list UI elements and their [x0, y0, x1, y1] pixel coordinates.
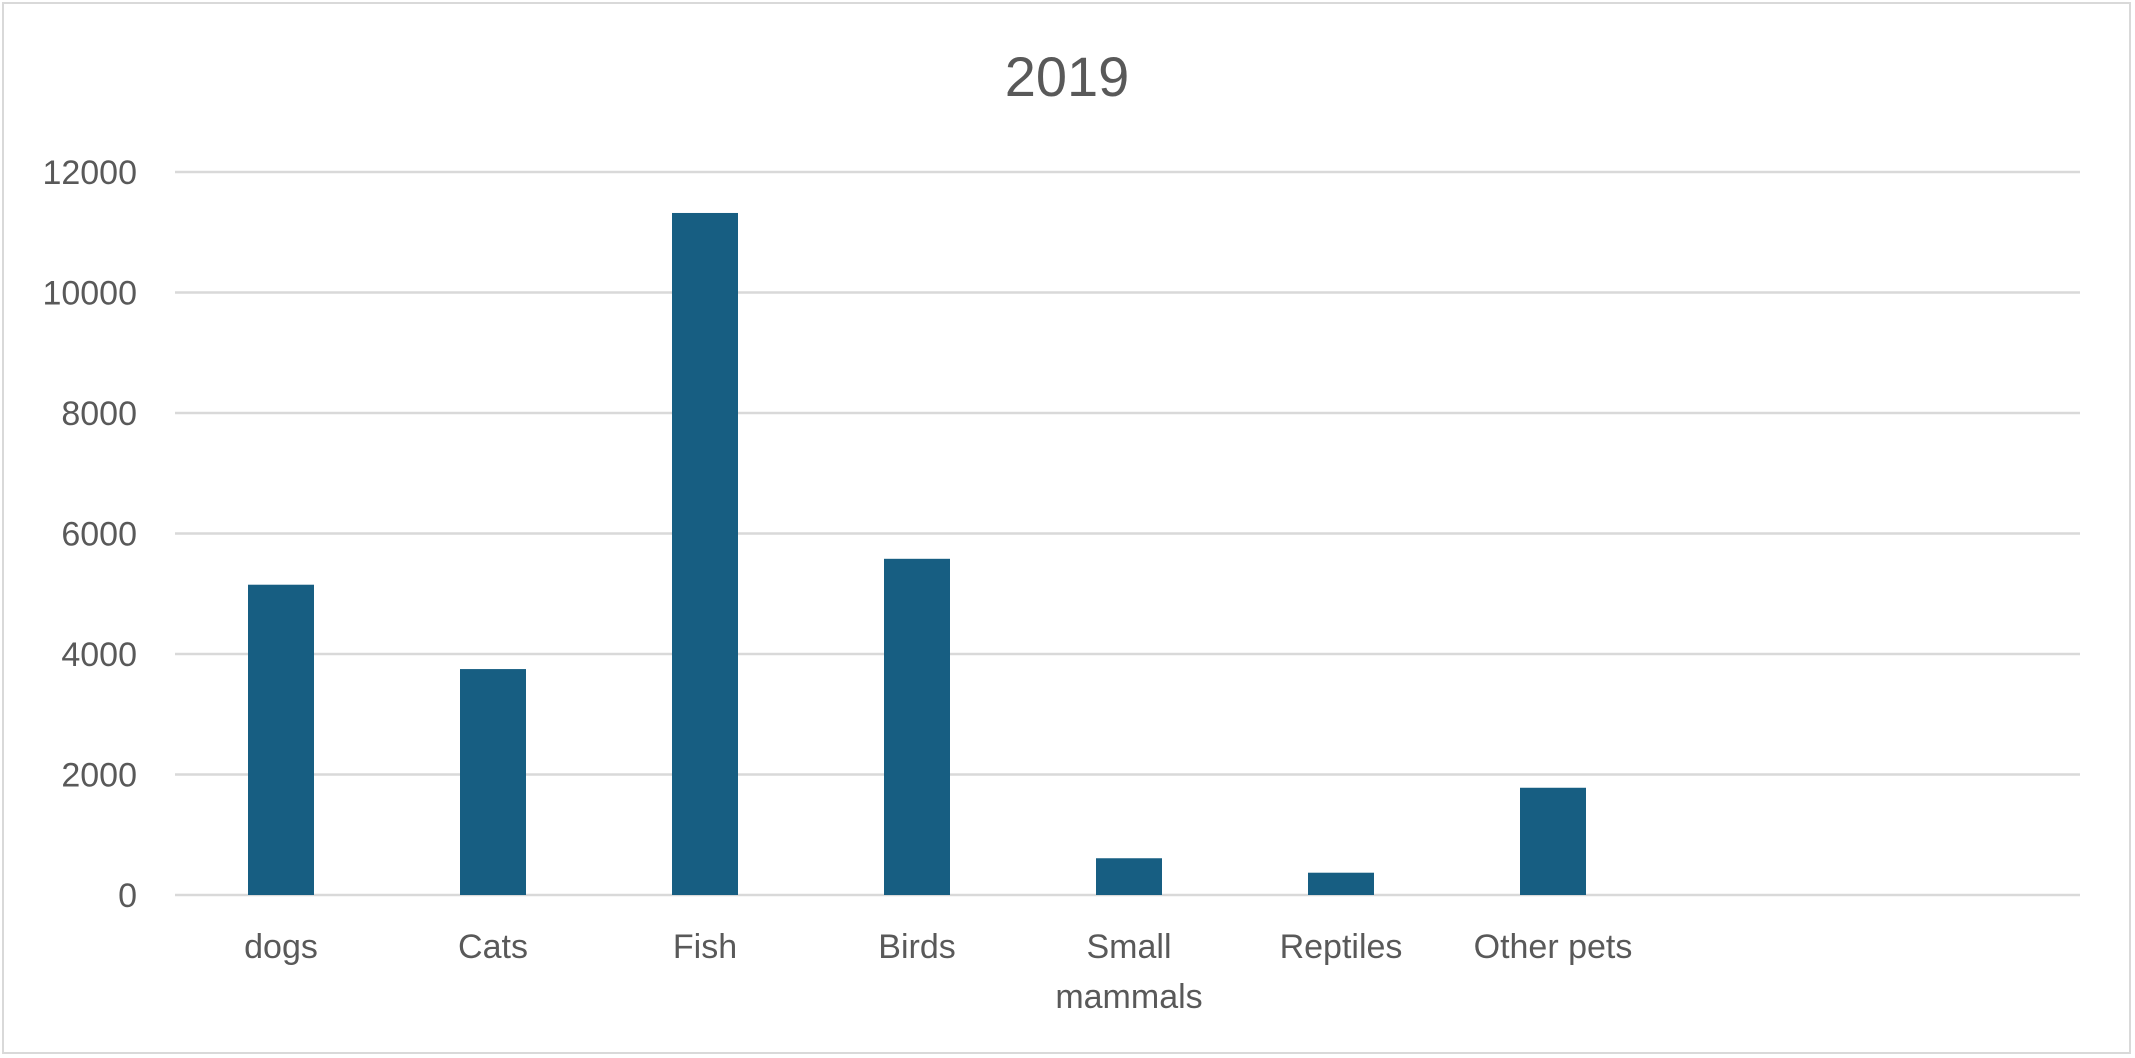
- bars: [248, 212, 1586, 896]
- bar-other-pets: [1520, 787, 1586, 895]
- bar-dogs: [248, 584, 314, 895]
- y-tick-label: 10000: [42, 275, 137, 313]
- x-tick-label: Cats: [458, 928, 528, 966]
- chart-title: 2019: [1005, 45, 1130, 108]
- y-tick-label: 6000: [61, 516, 137, 554]
- y-tick-label: 8000: [61, 395, 137, 433]
- bar-small-mammals: [1096, 858, 1162, 895]
- bar-birds: [884, 558, 950, 895]
- y-tick-label: 12000: [42, 154, 137, 192]
- bar-fish: [672, 212, 738, 896]
- x-axis-ticks: dogs Cats Fish Birds Small mammals Reptiles Oth…: [244, 928, 1632, 1016]
- x-tick-label: mammals: [1055, 978, 1202, 1016]
- y-tick-label: 4000: [61, 636, 137, 674]
- bar-reptiles: [1308, 872, 1374, 895]
- y-tick-label: 2000: [61, 757, 137, 795]
- x-tick-label: Other pets: [1474, 928, 1633, 966]
- y-axis-ticks: 0 2000 4000 6000 8000 10000 12000: [42, 154, 137, 915]
- x-tick-label: dogs: [244, 928, 318, 966]
- x-tick-label: Small: [1086, 928, 1171, 966]
- y-tick-label: 0: [118, 877, 137, 915]
- bar-cats: [460, 669, 526, 895]
- x-tick-label: Fish: [673, 928, 737, 966]
- x-tick-label: Reptiles: [1280, 928, 1403, 966]
- x-tick-label: Birds: [878, 928, 955, 966]
